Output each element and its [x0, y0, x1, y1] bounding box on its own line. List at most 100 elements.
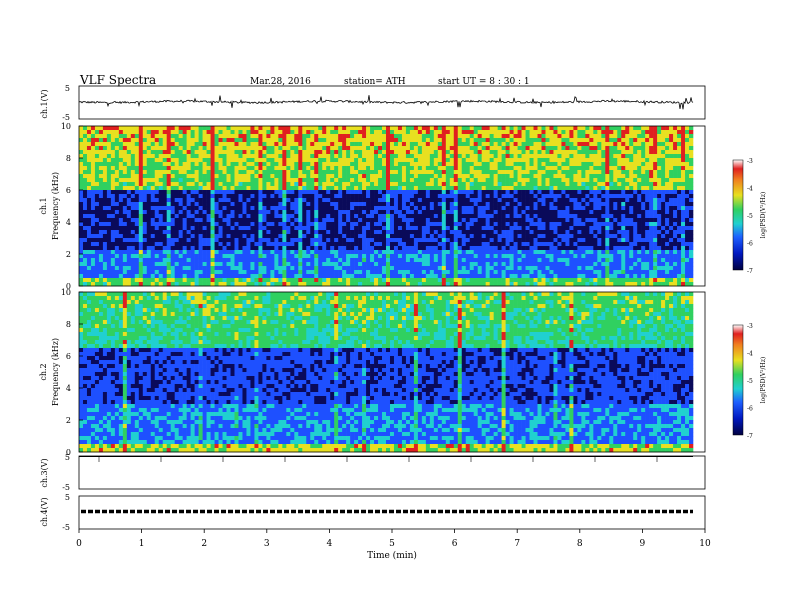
spectrogram-cell [401, 150, 407, 155]
spectrogram-cell [633, 218, 638, 223]
spectrogram-cell [393, 222, 399, 227]
spectrogram-cell [509, 206, 514, 211]
spectrogram-cell [409, 130, 415, 135]
spectrogram-cell [162, 158, 168, 163]
spectrogram-cell [569, 138, 574, 143]
spectrogram-cell [102, 214, 108, 219]
spectrogram-cell [433, 214, 439, 219]
spectrogram-cell [609, 226, 614, 231]
spectrogram-cell [354, 198, 359, 203]
spectrogram-cell [198, 214, 203, 219]
spectrogram-cell [342, 182, 347, 187]
spectrogram-cell [162, 218, 168, 223]
spectrogram-cell [214, 146, 219, 151]
spectrogram-cell [170, 234, 175, 239]
spectrogram-cell [306, 206, 311, 211]
spectrogram-cell [393, 174, 399, 179]
spectrogram-cell [310, 186, 315, 191]
spectrogram-cell [661, 186, 666, 191]
spectrogram-cell [409, 190, 415, 195]
spectrogram-cell [677, 138, 682, 143]
spectrogram-cell [405, 170, 411, 175]
spectrogram-cell [194, 162, 199, 167]
spectrogram-cell [685, 142, 690, 147]
spectrogram-cell [378, 162, 383, 167]
spectrogram-cell [110, 166, 116, 171]
spectrogram-cell [262, 186, 267, 191]
spectrogram-cell [569, 126, 574, 131]
spectrogram-cell [601, 222, 606, 227]
spectrogram-cell [182, 170, 187, 175]
spectrogram-cell [330, 146, 335, 151]
spectrogram-cell [354, 142, 359, 147]
spectrogram-cell [473, 150, 478, 155]
spectrogram-cell [230, 230, 235, 235]
spectrogram-cell [194, 222, 199, 227]
spectrogram-cell [286, 226, 291, 231]
spectrogram-cell [250, 142, 255, 147]
spectrogram-cell [162, 150, 168, 155]
spectrogram-cell [370, 174, 375, 179]
spectrogram-cell [641, 214, 646, 219]
spectrogram-cell [545, 246, 550, 251]
spectrogram-cell [350, 170, 355, 175]
spectrogram-cell [318, 150, 323, 155]
spectrogram-cell [318, 202, 323, 207]
spectrogram-cell [258, 194, 263, 199]
spectrogram-cell [246, 190, 251, 195]
spectrogram-cell [645, 170, 650, 175]
spectrogram-cell [342, 202, 347, 207]
spectrogram-cell [569, 186, 574, 191]
spectrogram-cell [106, 170, 112, 175]
spectrogram-cell [334, 250, 339, 255]
spectrogram-cell [250, 198, 255, 203]
spectrogram-cell [421, 230, 427, 235]
spectrogram-cell [338, 222, 343, 227]
spectrogram-cell [234, 234, 239, 239]
spectrogram-cell [565, 138, 570, 143]
spectrogram-cell [641, 210, 646, 215]
spectrogram-cell [665, 170, 670, 175]
spectrogram-cell [158, 130, 164, 135]
spectrogram-cell [413, 182, 419, 187]
spectrogram-cell [322, 198, 327, 203]
spectrogram-cell [625, 242, 630, 247]
spectrogram-cell [529, 186, 534, 191]
spectrogram-cell [250, 250, 255, 255]
spectrogram-cell [569, 154, 574, 159]
spectrogram-cell [174, 182, 179, 187]
spectrogram-cell [461, 238, 467, 243]
spectrogram-cell [461, 174, 467, 179]
spectrogram-cell [126, 130, 132, 135]
spectrogram-cell [557, 242, 562, 247]
spectrogram-cell [198, 254, 203, 259]
spectrogram-cell [310, 210, 315, 215]
spectrogram-cell [254, 166, 259, 171]
spectrogram-cell [609, 250, 614, 255]
spectrogram-cell [170, 158, 175, 163]
spectrogram-cell [154, 226, 160, 231]
spectrogram-cell [158, 166, 164, 171]
spectrogram-cell [298, 226, 303, 231]
spectrogram-cell [290, 238, 295, 243]
spectrogram-cell [378, 194, 383, 199]
spectrogram-cell [613, 210, 618, 215]
spectrogram-cell [573, 202, 578, 207]
spectrogram-cell [190, 146, 195, 151]
spectrogram-cell [557, 222, 562, 227]
spectrogram-cell [621, 234, 626, 239]
spectrogram-cell [342, 246, 347, 251]
spectrogram-cell [561, 222, 566, 227]
spectrogram-cell [358, 226, 363, 231]
spectrogram-cell [513, 210, 518, 215]
spectrogram-cell [82, 226, 88, 231]
spectrogram-cell [122, 218, 128, 223]
spectrogram-cell [322, 174, 327, 179]
spectrogram-cell [417, 198, 423, 203]
spectrogram-cell [633, 230, 638, 235]
spectrogram-cell [126, 190, 132, 195]
spectrogram-cell [226, 230, 231, 235]
spectrogram-cell [130, 130, 136, 135]
spectrogram-cell [178, 194, 183, 199]
spectrogram-cell [294, 226, 299, 231]
